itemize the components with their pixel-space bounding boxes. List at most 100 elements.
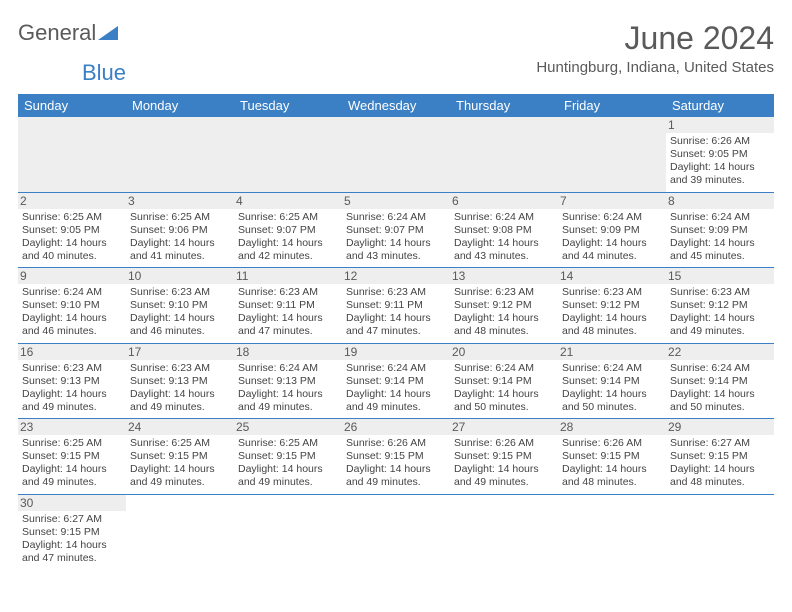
day-info: Sunrise: 6:25 AMSunset: 9:15 PMDaylight:… [22,437,122,490]
calendar-cell: 21 Sunrise: 6:24 AMSunset: 9:14 PMDayligh… [558,343,666,419]
day-number: 28 [558,419,666,435]
day-info: Sunrise: 6:24 AMSunset: 9:07 PMDaylight:… [346,211,446,264]
day-info: Sunrise: 6:26 AMSunset: 9:15 PMDaylight:… [562,437,662,490]
day-info: Sunrise: 6:25 AMSunset: 9:15 PMDaylight:… [130,437,230,490]
day-number: 29 [666,419,774,435]
day-number: 26 [342,419,450,435]
logo-text-1: General [18,20,96,46]
title-block: June 2024 Huntingburg, Indiana, United S… [536,20,774,76]
calendar-row: 16 Sunrise: 6:23 AMSunset: 9:13 PMDayligh… [18,343,774,419]
calendar-cell [558,117,666,192]
calendar-cell: 6 Sunrise: 6:24 AMSunset: 9:08 PMDaylight… [450,192,558,268]
day-number: 7 [558,193,666,209]
calendar-cell [18,117,126,192]
day-number: 2 [18,193,126,209]
day-number: 5 [342,193,450,209]
calendar-cell: 20 Sunrise: 6:24 AMSunset: 9:14 PMDayligh… [450,343,558,419]
calendar-cell [342,117,450,192]
day-number: 16 [18,344,126,360]
day-number: 27 [450,419,558,435]
calendar-cell: 29Sunrise: 6:27 AMSunset: 9:15 PMDayligh… [666,419,774,495]
day-info: Sunrise: 6:24 AMSunset: 9:09 PMDaylight:… [670,211,770,264]
day-info: Sunrise: 6:24 AMSunset: 9:08 PMDaylight:… [454,211,554,264]
day-number: 20 [450,344,558,360]
calendar-cell [450,494,558,569]
day-info: Sunrise: 6:24 AMSunset: 9:13 PMDaylight:… [238,362,338,415]
logo: General [18,20,118,46]
day-number: 4 [234,193,342,209]
day-info: Sunrise: 6:26 AMSunset: 9:15 PMDaylight:… [346,437,446,490]
day-info: Sunrise: 6:24 AMSunset: 9:14 PMDaylight:… [562,362,662,415]
day-info: Sunrise: 6:24 AMSunset: 9:14 PMDaylight:… [346,362,446,415]
calendar-cell: 27 Sunrise: 6:26 AMSunset: 9:15 PMDayligh… [450,419,558,495]
calendar-row: 30 Sunrise: 6:27 AMSunset: 9:15 PMDayligh… [18,494,774,569]
calendar-table: Sunday Monday Tuesday Wednesday Thursday… [18,94,774,569]
calendar-cell [450,117,558,192]
weekday-header: Friday [558,94,666,117]
calendar-cell: 28 Sunrise: 6:26 AMSunset: 9:15 PMDayligh… [558,419,666,495]
day-number: 6 [450,193,558,209]
calendar-cell [126,494,234,569]
day-info: Sunrise: 6:24 AMSunset: 9:14 PMDaylight:… [670,362,770,415]
weekday-header: Sunday [18,94,126,117]
calendar-row: 9Sunrise: 6:24 AMSunset: 9:10 PMDaylight… [18,268,774,344]
calendar-cell [558,494,666,569]
day-number: 25 [234,419,342,435]
calendar-cell: 15Sunrise: 6:23 AMSunset: 9:12 PMDayligh… [666,268,774,344]
day-info: Sunrise: 6:23 AMSunset: 9:11 PMDaylight:… [238,286,338,339]
weekday-header: Wednesday [342,94,450,117]
day-info: Sunrise: 6:23 AMSunset: 9:12 PMDaylight:… [562,286,662,339]
day-info: Sunrise: 6:25 AMSunset: 9:06 PMDaylight:… [130,211,230,264]
day-info: Sunrise: 6:24 AMSunset: 9:14 PMDaylight:… [454,362,554,415]
calendar-cell: 25 Sunrise: 6:25 AMSunset: 9:15 PMDayligh… [234,419,342,495]
calendar-cell: 4 Sunrise: 6:25 AMSunset: 9:07 PMDaylight… [234,192,342,268]
day-number: 30 [18,495,126,511]
calendar-cell: 2 Sunrise: 6:25 AMSunset: 9:05 PMDaylight… [18,192,126,268]
calendar-row: 23Sunrise: 6:25 AMSunset: 9:15 PMDayligh… [18,419,774,495]
day-number: 3 [126,193,234,209]
day-number: 14 [558,268,666,284]
day-info: Sunrise: 6:27 AMSunset: 9:15 PMDaylight:… [22,513,122,566]
calendar-cell: 30 Sunrise: 6:27 AMSunset: 9:15 PMDayligh… [18,494,126,569]
day-number: 11 [234,268,342,284]
calendar-cell: 22 Sunrise: 6:24 AMSunset: 9:14 PMDayligh… [666,343,774,419]
day-info: Sunrise: 6:26 AMSunset: 9:15 PMDaylight:… [454,437,554,490]
calendar-cell: 16 Sunrise: 6:23 AMSunset: 9:13 PMDayligh… [18,343,126,419]
calendar-cell: 26 Sunrise: 6:26 AMSunset: 9:15 PMDayligh… [342,419,450,495]
calendar-cell: 23Sunrise: 6:25 AMSunset: 9:15 PMDayligh… [18,419,126,495]
day-number: 12 [342,268,450,284]
calendar-cell: 9Sunrise: 6:24 AMSunset: 9:10 PMDaylight… [18,268,126,344]
calendar-cell: 3 Sunrise: 6:25 AMSunset: 9:06 PMDaylight… [126,192,234,268]
weekday-header: Tuesday [234,94,342,117]
calendar-row: 1Sunrise: 6:26 AMSunset: 9:05 PMDaylight… [18,117,774,192]
day-info: Sunrise: 6:25 AMSunset: 9:05 PMDaylight:… [22,211,122,264]
calendar-cell: 13Sunrise: 6:23 AMSunset: 9:12 PMDayligh… [450,268,558,344]
day-info: Sunrise: 6:25 AMSunset: 9:07 PMDaylight:… [238,211,338,264]
calendar-cell: 5 Sunrise: 6:24 AMSunset: 9:07 PMDaylight… [342,192,450,268]
calendar-cell: 12Sunrise: 6:23 AMSunset: 9:11 PMDayligh… [342,268,450,344]
calendar-cell [126,117,234,192]
day-info: Sunrise: 6:25 AMSunset: 9:15 PMDaylight:… [238,437,338,490]
calendar-cell: 10Sunrise: 6:23 AMSunset: 9:10 PMDayligh… [126,268,234,344]
day-number: 8 [666,193,774,209]
day-number: 24 [126,419,234,435]
day-number: 19 [342,344,450,360]
location: Huntingburg, Indiana, United States [536,59,774,76]
calendar-cell: 19 Sunrise: 6:24 AMSunset: 9:14 PMDayligh… [342,343,450,419]
day-number: 15 [666,268,774,284]
day-number: 17 [126,344,234,360]
day-info: Sunrise: 6:23 AMSunset: 9:10 PMDaylight:… [130,286,230,339]
month-title: June 2024 [536,20,774,57]
calendar-cell [234,117,342,192]
day-number: 22 [666,344,774,360]
day-info: Sunrise: 6:23 AMSunset: 9:13 PMDaylight:… [22,362,122,415]
calendar-row: 2 Sunrise: 6:25 AMSunset: 9:05 PMDaylight… [18,192,774,268]
weekday-header: Monday [126,94,234,117]
day-number: 13 [450,268,558,284]
calendar-cell: 14 Sunrise: 6:23 AMSunset: 9:12 PMDayligh… [558,268,666,344]
calendar-cell: 17Sunrise: 6:23 AMSunset: 9:13 PMDayligh… [126,343,234,419]
day-info: Sunrise: 6:26 AMSunset: 9:05 PMDaylight:… [670,135,770,188]
weekday-header: Saturday [666,94,774,117]
day-info: Sunrise: 6:24 AMSunset: 9:09 PMDaylight:… [562,211,662,264]
day-number: 21 [558,344,666,360]
